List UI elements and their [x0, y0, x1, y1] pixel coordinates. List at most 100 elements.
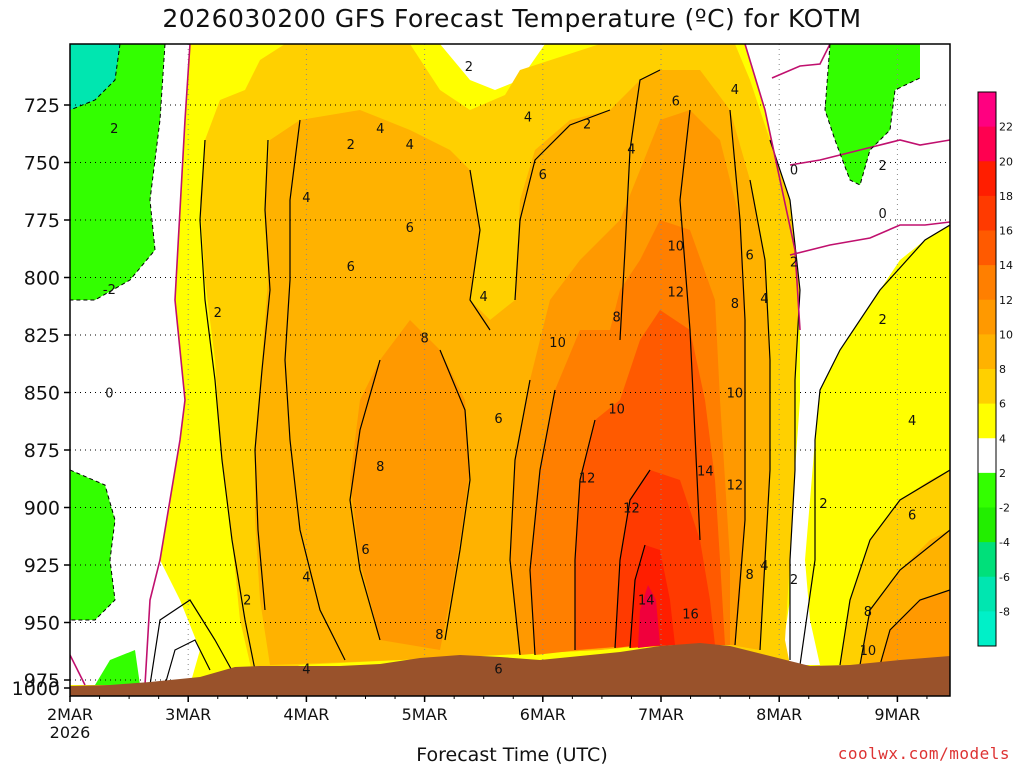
contour-label: 6	[908, 508, 916, 523]
dashed-contour	[70, 469, 116, 621]
credit-text: coolwx.com/models	[837, 744, 1010, 763]
x-tick-sublabel: 2026	[50, 723, 91, 742]
colorbar-swatch	[978, 369, 996, 405]
colorbar-label: 8	[999, 363, 1006, 376]
contour-label: 2	[878, 159, 886, 174]
band-minus-4-right	[825, 44, 920, 185]
band-minus-8-left	[70, 44, 120, 110]
contour-label: 10	[549, 336, 566, 351]
contour-label: 16	[682, 607, 699, 622]
colorbar-swatch	[978, 230, 996, 266]
contour-label: 8	[746, 568, 754, 583]
contour-label: 10	[727, 387, 744, 402]
contour-label: 12	[668, 285, 685, 300]
band-18-20	[638, 585, 660, 648]
contour-label: 10	[608, 403, 625, 418]
colorbar-swatch	[978, 403, 996, 439]
colorbar-swatch	[978, 472, 996, 508]
y-tick-label: 825	[24, 325, 60, 347]
contour-labels: 20-2224424466886482466461012248101214610…	[103, 60, 916, 678]
contour-label: 12	[623, 502, 640, 517]
zero-line	[70, 654, 86, 686]
colorbar-label: -4	[999, 536, 1010, 549]
contour-label: 10	[860, 644, 877, 659]
contour-label: 6	[494, 412, 502, 427]
contour-label: 10	[668, 239, 685, 254]
contour-label: 12	[579, 472, 596, 487]
plot-frame	[69, 43, 951, 697]
contour-label: 6	[361, 543, 369, 558]
contour-label: 14	[697, 465, 714, 480]
plot-area: 20-2224424466886482466461012248101214610…	[70, 44, 950, 696]
colorbar-swatch	[978, 507, 996, 543]
contour-label: 4	[480, 290, 488, 305]
colorbar-label: 10	[999, 328, 1013, 341]
contour-label: 6	[494, 663, 502, 678]
contour-label: 2	[790, 255, 798, 270]
x-axis-label: Forecast Time (UTC)	[416, 744, 608, 766]
band-minus-4-left-lower	[70, 470, 115, 620]
colorbar-swatch	[978, 438, 996, 474]
contour-line	[164, 639, 211, 686]
contour-label: 0	[878, 207, 886, 222]
colorbar-swatch	[978, 126, 996, 162]
colorbar-swatch	[978, 92, 996, 128]
negative-contour-lines	[70, 44, 921, 621]
y-tick-label: 900	[24, 498, 60, 520]
band-minus-4-left-upper	[70, 44, 165, 300]
contour-label: 2	[583, 117, 591, 132]
contour-label: 6	[406, 221, 414, 236]
contour-label: 14	[638, 594, 655, 609]
colorbar-label: 6	[999, 398, 1006, 411]
colorbar-label: -6	[999, 571, 1010, 584]
contour-line	[199, 139, 259, 686]
contour-line	[284, 119, 346, 661]
contour-label: 2	[465, 60, 473, 75]
x-tick-label: 4MAR	[283, 705, 329, 724]
contour-label: 4	[524, 111, 532, 126]
band-near-zero-right	[745, 44, 950, 665]
contour-label: 4	[302, 571, 310, 586]
colorbar: 22 20 18 16 14 12 10 8 6 4 2 -2 -4 -6 -8	[977, 91, 1013, 647]
colorbar-label: -8	[999, 605, 1010, 618]
contour-line	[859, 529, 950, 666]
contour-line	[514, 109, 611, 301]
x-tick-label: 7MAR	[638, 705, 684, 724]
contour-label: 2	[110, 122, 118, 137]
contour-label: 6	[347, 260, 355, 275]
chart-title: 2026030200 GFS Forecast Temperature (ºC)…	[162, 4, 862, 33]
contour-label: 4	[760, 292, 768, 307]
y-tick-label: 975	[24, 670, 60, 692]
y-tick-label: 950	[24, 613, 60, 635]
colorbar-swatch	[978, 611, 996, 647]
colorbar-swatch	[978, 195, 996, 231]
y-tick-label: 1000	[12, 678, 60, 700]
contour-label: 2	[790, 573, 798, 588]
contour-line	[749, 179, 771, 651]
contour-label: 0	[105, 387, 113, 402]
contour-label: 4	[908, 414, 916, 429]
contour-line	[879, 589, 950, 666]
contour-line	[254, 139, 271, 611]
contour-label: 8	[435, 628, 443, 643]
contour-label: 4	[406, 138, 414, 153]
contour-label: 12	[727, 479, 744, 494]
y-tick-label: 925	[24, 555, 60, 577]
colorbar-swatch	[978, 542, 996, 578]
y-tick-label: 850	[24, 383, 60, 405]
contour-label: 6	[539, 168, 547, 183]
y-tick-label: 775	[24, 210, 60, 232]
contour-line	[509, 379, 531, 656]
colorbar-frame	[977, 91, 997, 647]
contour-label: 4	[731, 83, 739, 98]
contour-line	[149, 599, 241, 686]
contour-line	[619, 69, 661, 341]
y-tick-label: 750	[24, 153, 60, 175]
x-tick-label: 5MAR	[402, 705, 448, 724]
zero-line	[789, 139, 950, 166]
contour-label: 2	[243, 594, 251, 609]
band-8-10-right	[880, 590, 950, 665]
